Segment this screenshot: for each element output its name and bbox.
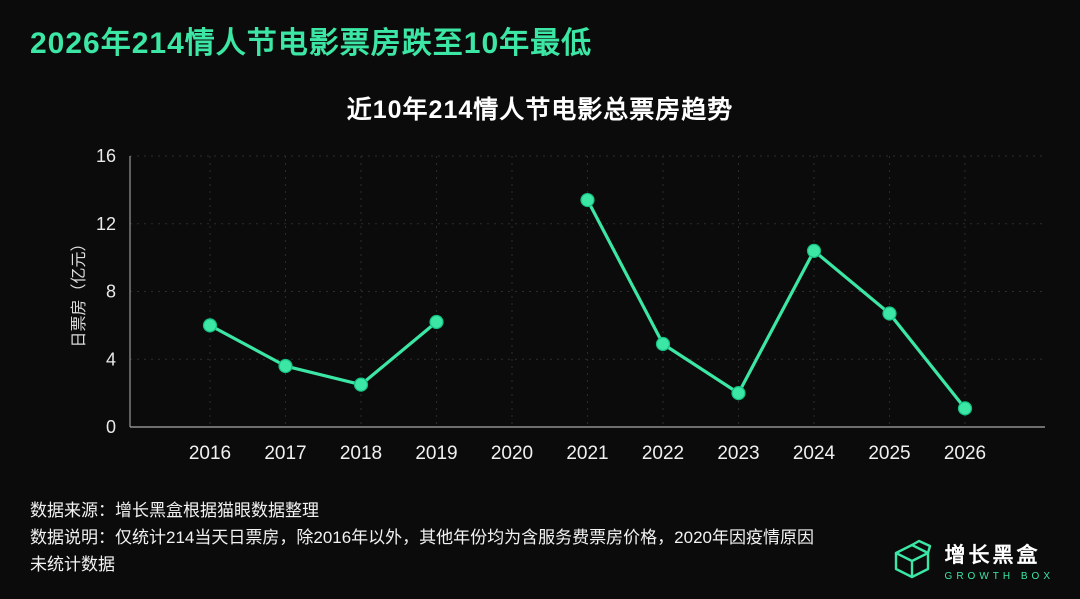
logo-name: 增长黑盒 (944, 543, 1041, 567)
x-tick-label: 2023 (717, 443, 759, 464)
y-tick-label: 8 (106, 282, 116, 302)
x-tick-label: 2018 (340, 443, 382, 464)
data-point (655, 336, 671, 352)
data-point (202, 318, 218, 333)
y-tick-label: 4 (106, 349, 116, 369)
x-tick-label: 2026 (944, 443, 986, 464)
open-box-icon (894, 539, 931, 579)
data-point (353, 377, 369, 392)
data-point (278, 358, 293, 374)
brand-logo: 增长黑盒 GROWTH BOX (889, 537, 1054, 583)
data-note-text: 数据说明：仅统计214当天日票房，除2016年以外，其他年份均为含服务费票房价格… (30, 528, 814, 575)
data-point (429, 314, 444, 330)
page-title: 2026年214情人节电影票房跌至10年最低 (30, 27, 593, 60)
data-point (731, 386, 746, 401)
data-point (882, 306, 897, 321)
data-point (806, 243, 822, 258)
series-line (585, 198, 967, 410)
chart-title: 近10年214情人节电影总票房趋势 (346, 96, 734, 124)
y-tick-label: 16 (96, 146, 116, 166)
y-tick-label: 12 (96, 214, 116, 234)
logo-text: 增长黑盒 GROWTH BOX (945, 539, 1054, 582)
x-tick-label: 2016 (189, 443, 231, 464)
data-point (580, 192, 595, 208)
data-source-text: 数据来源：增长黑盒根据猫眼数据整理 (30, 501, 319, 520)
data-point (957, 401, 973, 416)
x-tick-label: 2022 (642, 443, 684, 464)
line-chart: 0 4 8 12 16 2016 2017 2018 2019 2020 2021 2022 2023 2… (0, 132, 1080, 477)
y-tick-label: 0 (106, 417, 116, 437)
line-chart-svg: 0 4 8 12 16 2016 2017 2018 2019 2020 2021 2022 2023 2… (70, 146, 1045, 464)
x-tick-label: 2021 (566, 443, 608, 464)
series-line (208, 320, 439, 387)
y-axis-label: 日票房（亿元） (70, 235, 88, 347)
x-tick-label: 2019 (415, 443, 457, 464)
x-tick-label: 2017 (264, 443, 306, 464)
x-tick-label: 2024 (793, 443, 836, 464)
logo-subtitle: GROWTH BOX (944, 570, 1054, 582)
footer-notes: 数据来源：增长黑盒根据猫眼数据整理 数据说明：仅统计214当天日票房，除2016… (30, 497, 830, 579)
x-tick-label: 2020 (491, 443, 533, 464)
x-tick-label: 2025 (868, 443, 910, 464)
